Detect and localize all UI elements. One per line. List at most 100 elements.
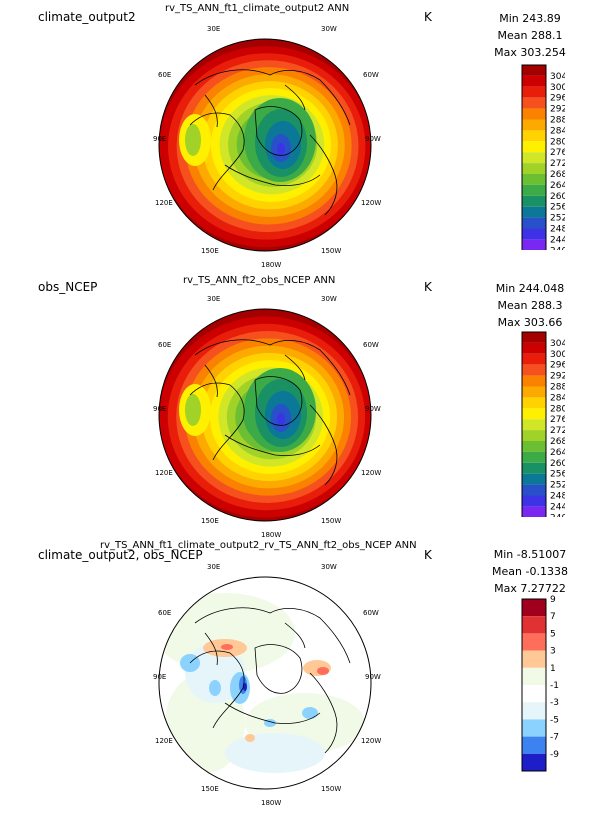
colorbar-swatch <box>522 484 546 496</box>
coastline <box>224 434 321 456</box>
stat-min: Min 243.89 <box>499 12 561 25</box>
units-label: K <box>424 548 432 562</box>
stat-max: Max 303.66 <box>497 316 563 329</box>
stat-mean: Mean 288.3 <box>497 299 563 312</box>
colorbar-tick-label: 276 <box>550 415 565 425</box>
colorbar-tick-label: 304 <box>550 72 565 82</box>
longitude-label: 30E <box>207 295 220 303</box>
coastline <box>189 112 245 191</box>
colorbar-swatch <box>522 332 546 343</box>
coastline <box>189 382 245 461</box>
longitude-label: 150W <box>321 517 341 525</box>
plot-title: rv_TS_ANN_ft1_climate_output2 ANN <box>165 3 350 14</box>
longitude-label: 60W <box>363 609 379 617</box>
colorbar-tick-label: 260 <box>550 192 565 202</box>
colorbar-tick-label: 252 <box>550 214 565 224</box>
colorbar-swatch <box>522 506 546 517</box>
stats-box: Min -8.51007 Mean -0.1338 Max 7.27722 <box>470 546 590 597</box>
colorbar-swatch <box>522 685 546 703</box>
polar-map: 30E 30W 60E 60W 90E 90W 120E 120W 150E 150W 180W <box>153 295 381 539</box>
longitude-label: 180W <box>261 799 281 807</box>
temperature-contour <box>277 413 285 425</box>
colorbar-swatch <box>522 141 546 153</box>
coastline <box>254 106 303 156</box>
coastline <box>204 632 218 666</box>
colorbar-tick-label: 264 <box>550 181 565 191</box>
coastline <box>284 622 306 649</box>
panel-label: obs_NCEP <box>38 280 98 294</box>
colorbar-tick-label: 292 <box>550 372 565 382</box>
colorbar-swatch <box>522 599 546 617</box>
colorbar-swatch <box>522 119 546 131</box>
colorbar-swatch <box>522 195 546 207</box>
colorbar-tick-label: 276 <box>550 148 565 158</box>
longitude-label: 90E <box>153 135 166 143</box>
longitude-label: 120E <box>155 469 173 477</box>
colorbar-swatch <box>522 239 546 250</box>
plot-title: rv_TS_ANN_ft1_climate_output2_rv_TS_ANN_… <box>100 540 417 551</box>
colorbar-tick-label: 252 <box>550 481 565 491</box>
longitude-label: 60W <box>363 71 379 79</box>
stat-min: Min 244.048 <box>495 282 565 295</box>
panel-label: climate_output2, obs_NCEP <box>38 548 203 562</box>
colorbar-tick-label: 256 <box>550 203 565 213</box>
longitude-label: 120W <box>361 199 381 207</box>
map-boundary <box>158 576 372 790</box>
colorbar-swatch <box>522 364 546 376</box>
colorbar-tick-label: 248 <box>550 225 565 235</box>
polar-map: 30E 30W 60E 60W 90E 90W 120E 120W 150E 150W 180W <box>153 25 381 269</box>
longitude-label: 150W <box>321 247 341 255</box>
stat-mean: Mean -0.1338 <box>492 565 568 578</box>
colorbar-tick-label: -5 <box>550 715 559 725</box>
colorbar: 3043002962922882842802762722682642602562… <box>521 331 565 517</box>
longitude-label: 90E <box>153 405 166 413</box>
coastline <box>189 650 245 729</box>
panel-climate-output2: climate_output2 rv_TS_ANN_ft1_climate_ou… <box>0 0 606 270</box>
colorbar-tick-label: 300 <box>550 350 565 360</box>
colorbar-tick-label: 268 <box>550 437 565 447</box>
longitude-label: 90W <box>365 405 381 413</box>
colorbar-tick-label: 260 <box>550 459 565 469</box>
colorbar-swatch <box>522 419 546 431</box>
colorbar-swatch <box>522 702 546 720</box>
colorbar-tick-label: 244 <box>550 502 565 512</box>
temperature-contour <box>277 143 285 155</box>
colorbar-tick-label: -3 <box>550 698 559 708</box>
longitude-label: 60E <box>158 341 171 349</box>
colorbar-tick-label: 284 <box>550 393 565 403</box>
map-boundary <box>158 38 372 252</box>
colorbar-swatch <box>522 174 546 185</box>
difference-region <box>221 644 233 650</box>
coastline <box>309 404 338 486</box>
colorbar-swatch <box>522 353 546 365</box>
longitude-label: 120W <box>361 469 381 477</box>
stats-box: Min 243.89 Mean 288.1 Max 303.254 <box>470 10 590 61</box>
colorbar: 9 7 5 3 1 -1 -3 -5 -7 -9 <box>521 595 559 772</box>
colorbar-swatch <box>522 86 546 98</box>
colorbar-tick-label: 300 <box>550 83 565 93</box>
colorbar-tick-label: 280 <box>550 404 565 414</box>
colorbar-tick-label: 1 <box>550 664 556 674</box>
colorbar-swatch <box>522 408 546 420</box>
colorbar-swatch <box>522 616 546 634</box>
colorbar-tick-label: 244 <box>550 235 565 245</box>
colorbar-swatch <box>522 667 546 685</box>
longitude-label: 150E <box>201 785 219 793</box>
longitude-label: 60W <box>363 341 379 349</box>
longitude-label: 180W <box>261 531 281 539</box>
difference-region <box>209 680 221 696</box>
colorbar-swatch <box>522 719 546 737</box>
longitude-label: 30W <box>321 25 337 33</box>
colorbar-swatch <box>522 163 546 174</box>
colorbar-tick-label: 296 <box>550 361 565 371</box>
colorbar-tick-label: 256 <box>550 470 565 480</box>
plot-title: rv_TS_ANN_ft2_obs_NCEP ANN <box>183 275 336 286</box>
colorbar-swatch <box>522 65 546 76</box>
colorbar-tick-label: 288 <box>550 383 565 393</box>
colorbar-tick-label: 9 <box>550 595 556 605</box>
colorbar-swatch <box>522 108 546 120</box>
difference-region <box>317 667 329 675</box>
colorbar-tick-label: 280 <box>550 137 565 147</box>
stats-box: Min 244.048 Mean 288.3 Max 303.66 <box>470 280 590 331</box>
longitude-label: 30E <box>207 25 220 33</box>
